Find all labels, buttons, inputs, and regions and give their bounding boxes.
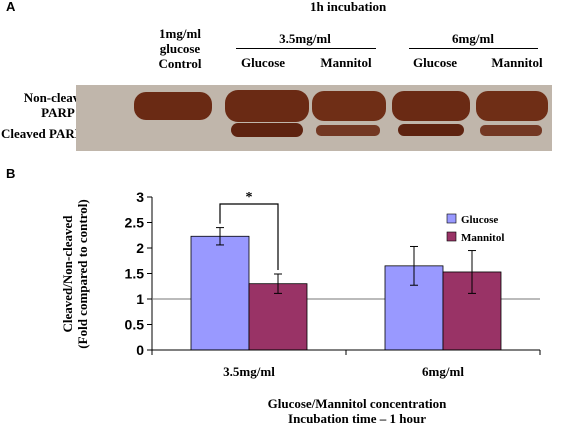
legend-label: Mannitol: [461, 232, 504, 244]
legend: Glucose Mannitol: [441, 208, 535, 244]
lane-label: Glucose: [240, 55, 286, 70]
y-axis-title-line: (Fold compared to control): [75, 199, 90, 348]
western-blot-image: [76, 85, 552, 151]
bar: [190, 235, 250, 351]
non-cleaved-label-line: Non-cleaved: [23, 90, 93, 105]
significance-star: *: [246, 190, 253, 205]
bars: [190, 235, 502, 351]
group-6-underline: [409, 48, 538, 49]
significance-bracket: *: [219, 190, 279, 271]
y-tick-label: 2: [136, 240, 144, 256]
lane-label: Glucose: [412, 55, 458, 70]
group-3-5-label: 3.5mg/ml: [279, 31, 331, 46]
y-tick-label: 0: [136, 342, 144, 358]
y-tick-label: 0.5: [125, 317, 145, 333]
x-tick-label: 3.5mg/ml: [223, 364, 275, 379]
y-tick-label: 1.5: [125, 266, 145, 282]
control-label: 1mg/ml glucose Control: [140, 26, 220, 71]
group-6-label: 6mg/ml: [452, 31, 494, 46]
lane-label: Mannitol: [491, 55, 543, 70]
x-axis: 3.5mg/ml 6mg/ml: [151, 349, 541, 379]
x-tick-label: 6mg/ml: [422, 364, 464, 379]
control-label-line: 1mg/ml: [159, 26, 201, 41]
control-label-line: Control: [158, 56, 202, 71]
legend-label: Glucose: [461, 214, 498, 226]
axis-labels: Cleaved/Non-cleaved (Fold compared to con…: [60, 199, 447, 426]
y-tick-label: 2.5: [125, 215, 145, 231]
legend-swatch: [446, 231, 457, 242]
x-axis-title-line: Incubation time – 1 hour: [288, 411, 426, 426]
panel-b-letter: B: [6, 166, 16, 181]
bar-chart: 0 0.5 1 1.5 2 2.5 3 * 3.5mg/ml 6mg/ml Glucose Ma…: [60, 189, 541, 426]
legend-swatch: [446, 213, 457, 224]
incubation-header: 1h incubation: [310, 0, 387, 14]
group-3-5-underline: [236, 48, 376, 49]
y-axis-title: Cleaved/Non-cleaved (Fold compared to con…: [60, 199, 90, 348]
significance-line: [219, 203, 279, 271]
control-label-line: glucose: [159, 41, 201, 56]
y-tick-label: 3: [136, 189, 144, 205]
lane-label: Mannitol: [320, 55, 372, 70]
cleaved-label: Cleaved PARP: [1, 126, 83, 141]
panel-a-letter: A: [6, 0, 16, 14]
non-cleaved-label: Non-cleaved PARP: [8, 90, 108, 120]
y-tick-label: 1: [136, 291, 144, 307]
error-bars: [216, 227, 476, 294]
y-axis-title-line: Cleaved/Non-cleaved: [60, 215, 75, 333]
non-cleaved-label-line: PARP: [41, 105, 75, 120]
x-axis-title-line: Glucose/Mannitol concentration: [268, 396, 448, 411]
y-axis: 0 0.5 1 1.5 2 2.5 3: [125, 189, 153, 358]
legend-box: [441, 208, 535, 244]
